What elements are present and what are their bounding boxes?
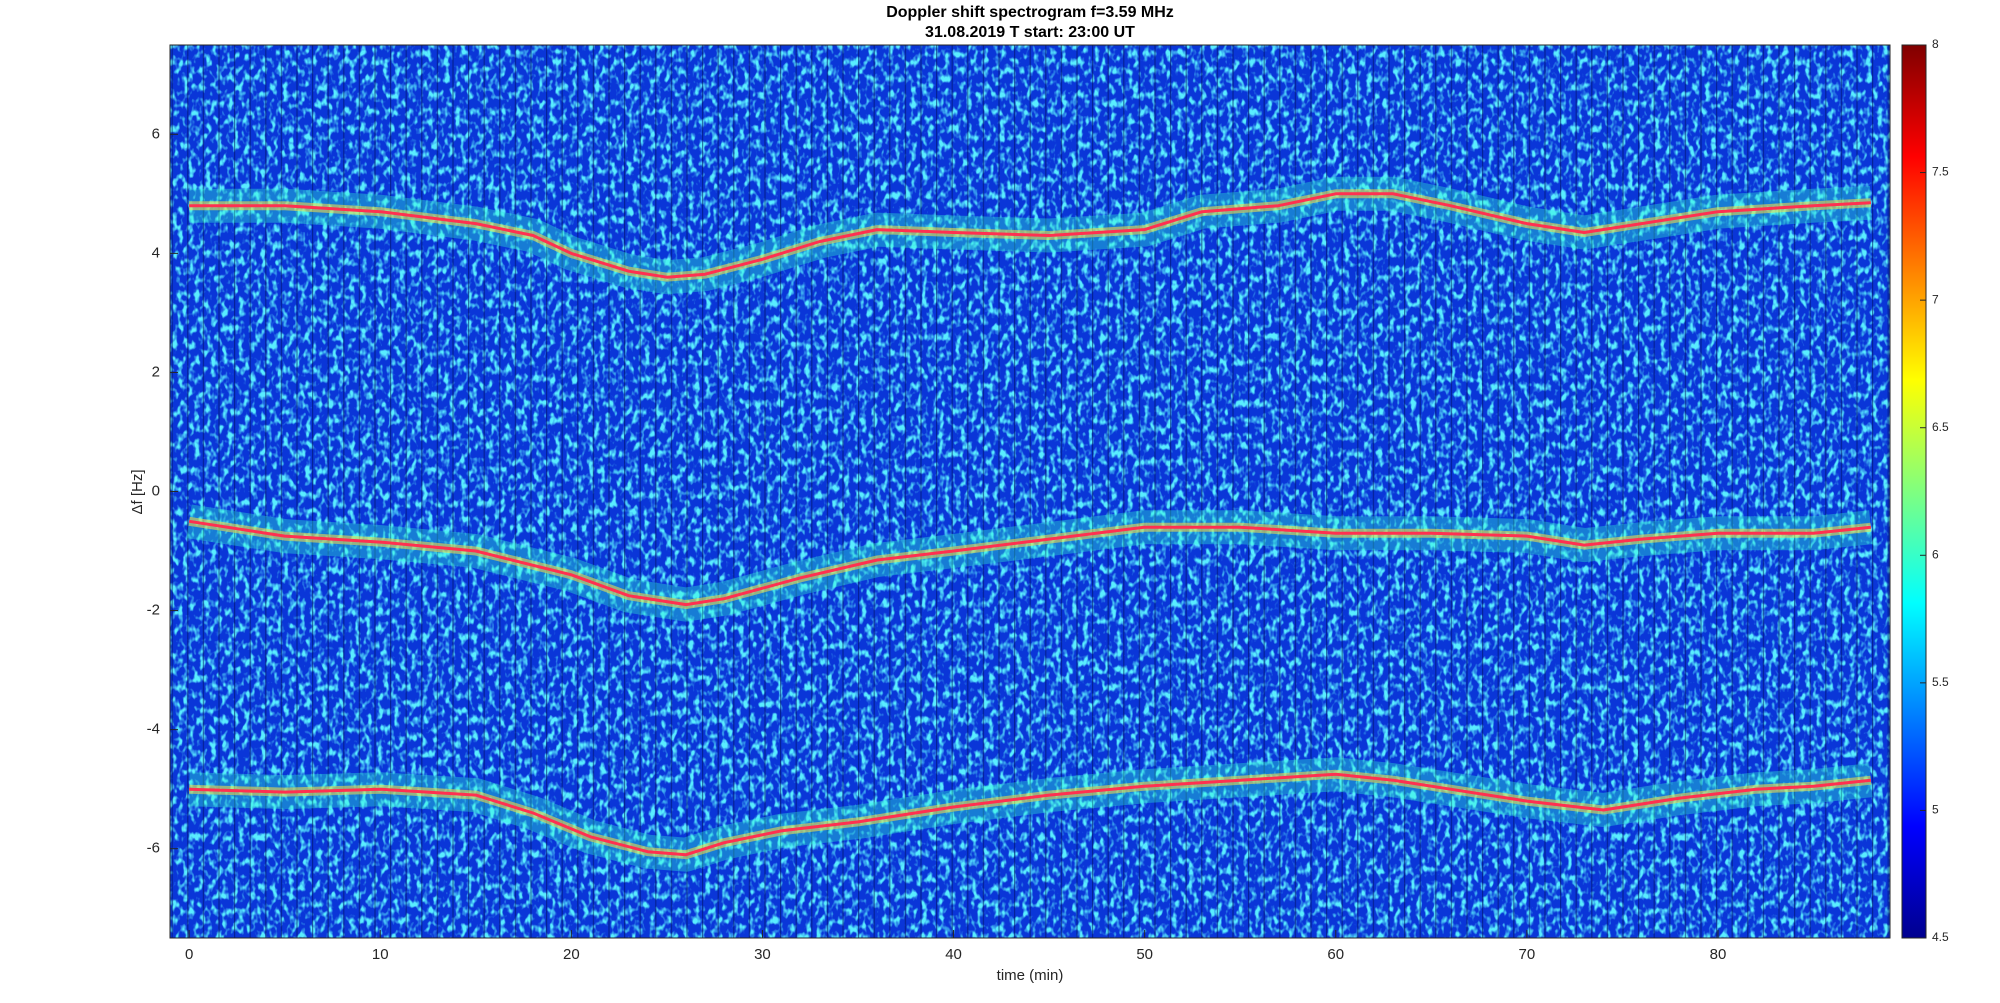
y-tick-label: 4 bbox=[152, 244, 160, 261]
y-tick-label: 2 bbox=[152, 363, 160, 380]
y-tick-label: 0 bbox=[152, 482, 160, 499]
colorbar-tick-label: 5 bbox=[1932, 803, 1939, 817]
colorbar-tick-label: 7.5 bbox=[1932, 165, 1949, 179]
chart-subtitle: 31.08.2019 T start: 23:00 UT bbox=[925, 24, 1135, 41]
colorbar-tick-label: 6 bbox=[1932, 547, 1939, 561]
trace bbox=[188, 519, 1872, 607]
colorbar-tick-label: 4.5 bbox=[1932, 930, 1949, 944]
trace bbox=[189, 192, 1871, 279]
x-tick-label: 30 bbox=[754, 946, 771, 963]
y-tick-label: 6 bbox=[152, 125, 160, 142]
x-tick-label: 10 bbox=[372, 946, 389, 963]
stripes bbox=[170, 45, 1890, 938]
y-tick-label: -6 bbox=[147, 840, 160, 857]
x-tick-label: 40 bbox=[945, 946, 962, 963]
x-tick-label: 70 bbox=[1519, 946, 1536, 963]
x-axis-label: time (min) bbox=[997, 967, 1064, 984]
x-tick-label: 80 bbox=[1710, 946, 1727, 963]
x-tick-label: 60 bbox=[1327, 946, 1344, 963]
trace bbox=[189, 772, 1872, 857]
colorbar-tick-label: 5.5 bbox=[1932, 675, 1949, 689]
colorbar-tick-label: 6.5 bbox=[1932, 420, 1949, 434]
colorbar-tick-label: 8 bbox=[1932, 37, 1939, 51]
colorbar bbox=[1901, 44, 1927, 939]
x-tick-label: 20 bbox=[563, 946, 580, 963]
x-tick-label: 50 bbox=[1136, 946, 1153, 963]
y-axis-label: Δf [Hz] bbox=[129, 469, 146, 514]
x-tick-label: 0 bbox=[185, 946, 193, 963]
chart-title: Doppler shift spectrogram f=3.59 MHz bbox=[886, 4, 1174, 21]
y-tick-label: -4 bbox=[147, 721, 160, 738]
y-tick-label: -2 bbox=[147, 602, 160, 619]
traces bbox=[186, 176, 1873, 872]
colorbar-tick-label: 7 bbox=[1932, 292, 1939, 306]
